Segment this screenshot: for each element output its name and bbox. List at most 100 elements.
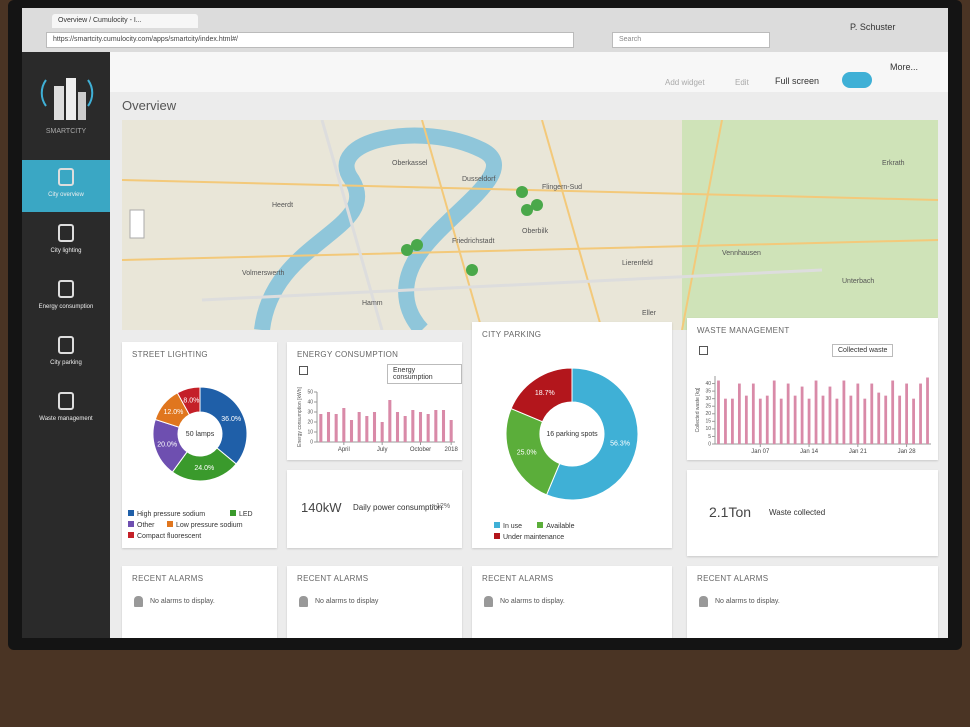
- donut-chart: 36.0% 24.0% 20.0% 12.0%8.0% 50 lamps: [152, 386, 248, 482]
- x-tick-label: April: [338, 447, 350, 453]
- legend-label: LED: [239, 511, 253, 518]
- bar: [731, 398, 734, 444]
- url-bar[interactable]: https://smartcity.cumulocity.com/apps/sm…: [46, 32, 574, 48]
- bar: [870, 383, 874, 444]
- legend-swatch: [230, 510, 236, 516]
- bell-icon: [699, 596, 708, 607]
- y-tick-label: 40: [307, 399, 313, 405]
- kpi-value: 140kW: [301, 500, 342, 515]
- nav-label: City parking: [50, 360, 82, 366]
- y-tick-label: 10: [307, 429, 313, 435]
- legend-item: Low pressure sodium: [167, 521, 243, 529]
- alarm-message: No alarms to display.: [500, 598, 565, 605]
- map-label: Heerdt: [272, 202, 294, 209]
- legend-item: LED: [230, 510, 253, 518]
- search-box[interactable]: Search: [612, 32, 770, 48]
- kpi-label: Waste collected: [769, 508, 826, 517]
- legend-label: Low pressure sodium: [176, 522, 243, 529]
- donut-segment: [199, 386, 248, 465]
- bar: [814, 380, 818, 444]
- bar: [326, 412, 331, 442]
- legend-label: Compact fluorescent: [137, 533, 202, 540]
- bar: [724, 398, 727, 444]
- legend-swatch: [494, 533, 500, 539]
- bar: [877, 392, 881, 444]
- brand-name: SMARTCITY: [45, 128, 87, 135]
- bar: [441, 410, 446, 442]
- map-label: Dusseldorf: [462, 176, 496, 183]
- bar: [426, 414, 430, 442]
- bar: [835, 398, 839, 444]
- x-tick-label: Jan 07: [751, 449, 770, 455]
- legend-label: Available: [546, 523, 575, 530]
- bar: [357, 412, 361, 442]
- edit-button[interactable]: Edit: [735, 78, 749, 87]
- y-axis-label: Collected waste [kg]: [695, 387, 701, 432]
- segment-label: 12.0%: [163, 409, 183, 416]
- date-picker-icon[interactable]: [699, 346, 708, 355]
- bar: [856, 383, 860, 444]
- card-title: RECENT ALARMS: [132, 574, 204, 583]
- donut-center-label: 50 lamps: [186, 431, 215, 438]
- page-title: Overview: [122, 98, 177, 113]
- toolbar: P. Schuster Add widget Edit Full screen …: [110, 22, 948, 92]
- dropdown[interactable]: Energy consumption: [387, 364, 462, 384]
- bar: [411, 410, 415, 442]
- bar: [765, 395, 769, 444]
- map-label: Friedrichstadt: [452, 238, 495, 245]
- y-axis-label: Energy consumption [kWh]: [297, 387, 303, 447]
- screen: Overview / Cumulocity - I... https://sma…: [22, 8, 948, 638]
- bar: [919, 383, 922, 444]
- nav-label: Energy consumption: [38, 304, 94, 310]
- nav-label: City overview: [48, 192, 84, 198]
- more-menu[interactable]: More...: [890, 62, 919, 72]
- bell-icon: [484, 596, 493, 607]
- y-tick-label: 20: [307, 419, 313, 425]
- bar: [372, 412, 377, 442]
- nav-item[interactable]: Waste management: [22, 384, 110, 436]
- y-tick-label: 40: [705, 381, 711, 387]
- map-graphic: [122, 120, 938, 330]
- user-name[interactable]: P. Schuster: [850, 22, 896, 32]
- dropdown[interactable]: Collected waste: [832, 344, 894, 357]
- bar: [863, 398, 867, 444]
- y-tick-label: 30: [307, 409, 313, 415]
- legend-item: Compact fluorescent: [128, 532, 201, 540]
- full-screen-button[interactable]: Full screen: [775, 76, 820, 86]
- bar: [758, 398, 762, 444]
- y-tick-label: 0: [310, 439, 313, 445]
- add-widget-button[interactable]: Add widget: [665, 78, 705, 87]
- nav-icon: [58, 168, 74, 186]
- x-tick-label: July: [377, 447, 388, 453]
- bar: [905, 383, 909, 444]
- legend-label: Other: [137, 522, 155, 529]
- y-tick-label: 15: [705, 419, 711, 425]
- toggle[interactable]: [842, 72, 872, 88]
- legend-swatch: [494, 522, 500, 528]
- alarms-card: RECENT ALARMS No alarms to display.: [122, 566, 277, 638]
- nav-item[interactable]: City lighting: [22, 216, 110, 268]
- nav-label: Waste management: [39, 416, 93, 422]
- nav-item[interactable]: City parking: [22, 328, 110, 380]
- bell-icon: [299, 596, 308, 607]
- map[interactable]: Oberkassel Dusseldorf Flingern-Sud Oberbilk…: [122, 120, 938, 330]
- bar: [403, 416, 407, 442]
- waste-kpi-card: 2.1Ton Waste collected: [687, 470, 938, 556]
- bar: [772, 380, 776, 444]
- date-picker-icon[interactable]: [299, 366, 308, 375]
- legend-swatch: [128, 521, 134, 527]
- map-label: Flingern-Sud: [542, 184, 583, 191]
- y-tick-label: 5: [708, 434, 711, 440]
- legend-item: Available: [537, 522, 574, 530]
- map-label: Oberkassel: [392, 160, 428, 167]
- legend-item: Other: [128, 521, 155, 529]
- x-tick-label: Jan 28: [898, 449, 917, 455]
- browser-tab[interactable]: Overview / Cumulocity - I...: [52, 14, 198, 28]
- legend-item: High pressure sodium: [128, 510, 205, 518]
- x-tick-label: Jan 14: [800, 449, 819, 455]
- nav-item[interactable]: Energy consumption: [22, 272, 110, 324]
- nav-item[interactable]: City overview: [22, 160, 110, 212]
- donut-segment: [176, 386, 201, 416]
- legend-label: High pressure sodium: [137, 511, 206, 518]
